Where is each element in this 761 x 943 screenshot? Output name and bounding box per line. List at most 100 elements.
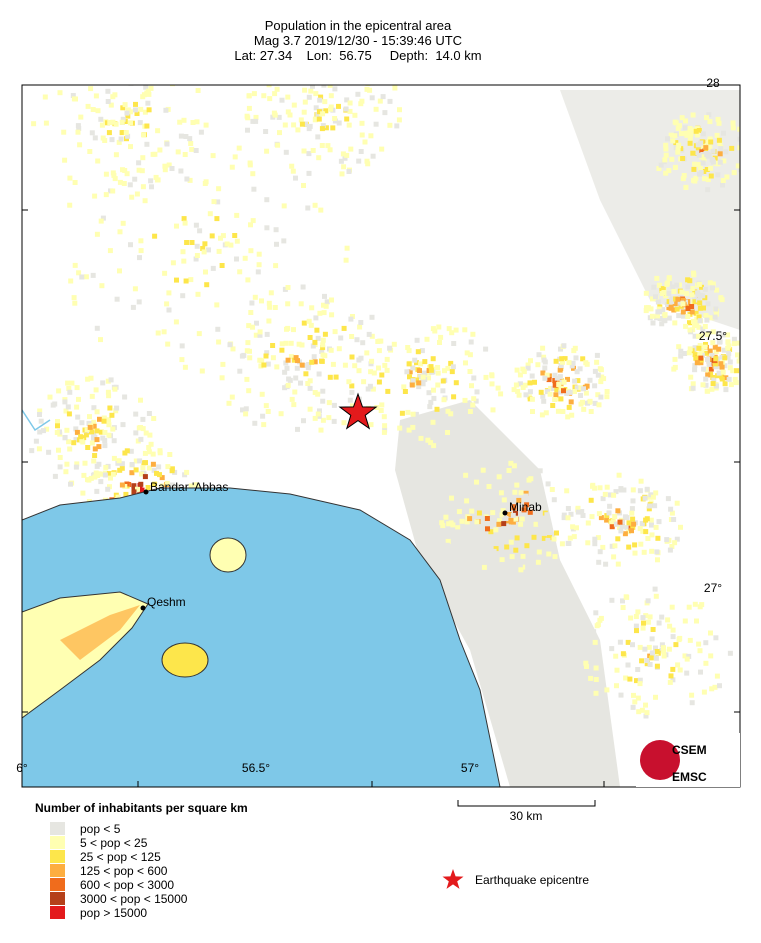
- population-cell: [606, 510, 612, 516]
- population-cell: [66, 386, 72, 391]
- population-cell: [644, 305, 650, 311]
- population-cell: [670, 296, 675, 302]
- population-cell: [354, 337, 360, 343]
- population-cell: [120, 105, 126, 111]
- population-cell: [143, 430, 149, 436]
- population-cell: [110, 471, 116, 477]
- population-cell: [322, 293, 327, 299]
- population-cell: [67, 389, 73, 395]
- population-cell: [662, 318, 668, 324]
- population-cell: [146, 445, 152, 450]
- population-cell: [142, 474, 148, 480]
- population-cell: [252, 420, 258, 426]
- population-cell: [107, 484, 112, 490]
- population-cell: [445, 365, 451, 371]
- population-cell: [67, 446, 73, 452]
- population-cell: [653, 645, 658, 651]
- population-cell: [399, 410, 405, 416]
- population-cell: [535, 362, 541, 368]
- population-cell: [730, 120, 736, 126]
- population-cell: [182, 220, 188, 226]
- population-cell: [592, 485, 598, 491]
- population-cell: [260, 413, 266, 419]
- population-cell: [328, 93, 334, 99]
- population-cell: [226, 400, 232, 406]
- population-cell: [511, 505, 517, 511]
- population-cell: [175, 149, 181, 155]
- population-cell: [513, 382, 519, 388]
- population-cell: [463, 472, 469, 478]
- population-cell: [535, 559, 541, 565]
- population-cell: [592, 400, 598, 406]
- population-cell: [116, 139, 122, 145]
- population-cell: [243, 411, 249, 417]
- population-cell: [689, 304, 695, 309]
- population-cell: [117, 229, 123, 235]
- population-cell: [402, 389, 408, 394]
- city-dot: [140, 605, 146, 611]
- population-cell: [106, 432, 112, 438]
- population-cell: [680, 309, 686, 315]
- population-cell: [648, 517, 654, 523]
- population-cell: [696, 152, 702, 158]
- population-cell: [717, 141, 723, 146]
- population-cell: [140, 426, 146, 432]
- population-cell: [549, 487, 555, 492]
- population-cell: [517, 552, 523, 558]
- population-cell: [713, 311, 719, 317]
- population-cell: [239, 353, 245, 359]
- population-cell: [310, 148, 316, 153]
- population-cell: [588, 409, 594, 414]
- population-cell: [159, 483, 165, 489]
- population-cell: [297, 67, 302, 72]
- population-cell: [405, 409, 411, 415]
- population-cell: [672, 133, 678, 139]
- island: [209, 537, 247, 573]
- city-label: Qeshm: [147, 595, 186, 609]
- population-cell: [303, 121, 308, 127]
- population-cell: [613, 653, 619, 659]
- population-cell: [74, 404, 80, 410]
- population-cell: [357, 324, 363, 330]
- population-cell: [98, 337, 103, 343]
- population-cell: [338, 158, 344, 164]
- population-cell: [668, 673, 674, 679]
- population-cell: [272, 305, 278, 310]
- population-cell: [735, 352, 740, 358]
- population-cell: [588, 497, 594, 503]
- population-cell: [720, 369, 726, 375]
- population-cell: [253, 118, 259, 124]
- population-cell: [379, 372, 385, 378]
- lon-label: 56.5°: [242, 761, 270, 775]
- population-cell: [155, 128, 161, 134]
- population-cell: [546, 377, 552, 383]
- population-cell: [541, 354, 547, 360]
- population-cell: [97, 416, 102, 422]
- population-cell: [183, 134, 189, 139]
- population-cell: [536, 352, 542, 358]
- city-dot: [502, 510, 508, 516]
- population-cell: [237, 269, 243, 275]
- legend-label: pop < 5: [80, 822, 121, 836]
- population-cell: [299, 342, 305, 348]
- logo-text: CSEM: [672, 743, 707, 757]
- population-cell: [593, 610, 599, 616]
- population-cell: [92, 446, 98, 452]
- population-cell: [378, 338, 384, 344]
- population-cell: [89, 71, 94, 76]
- population-cell: [609, 524, 615, 530]
- population-cell: [214, 302, 220, 308]
- population-cell: [680, 176, 686, 182]
- population-cell: [656, 306, 662, 312]
- population-cell: [495, 385, 501, 391]
- population-cell: [255, 269, 261, 275]
- population-cell: [170, 85, 175, 87]
- population-cell: [319, 358, 324, 364]
- population-cell: [356, 158, 362, 164]
- population-cell: [245, 277, 251, 283]
- population-cell: [167, 452, 173, 457]
- population-cell: [308, 88, 314, 94]
- population-cell: [157, 472, 162, 478]
- population-cell: [722, 381, 728, 387]
- population-cell: [300, 284, 306, 290]
